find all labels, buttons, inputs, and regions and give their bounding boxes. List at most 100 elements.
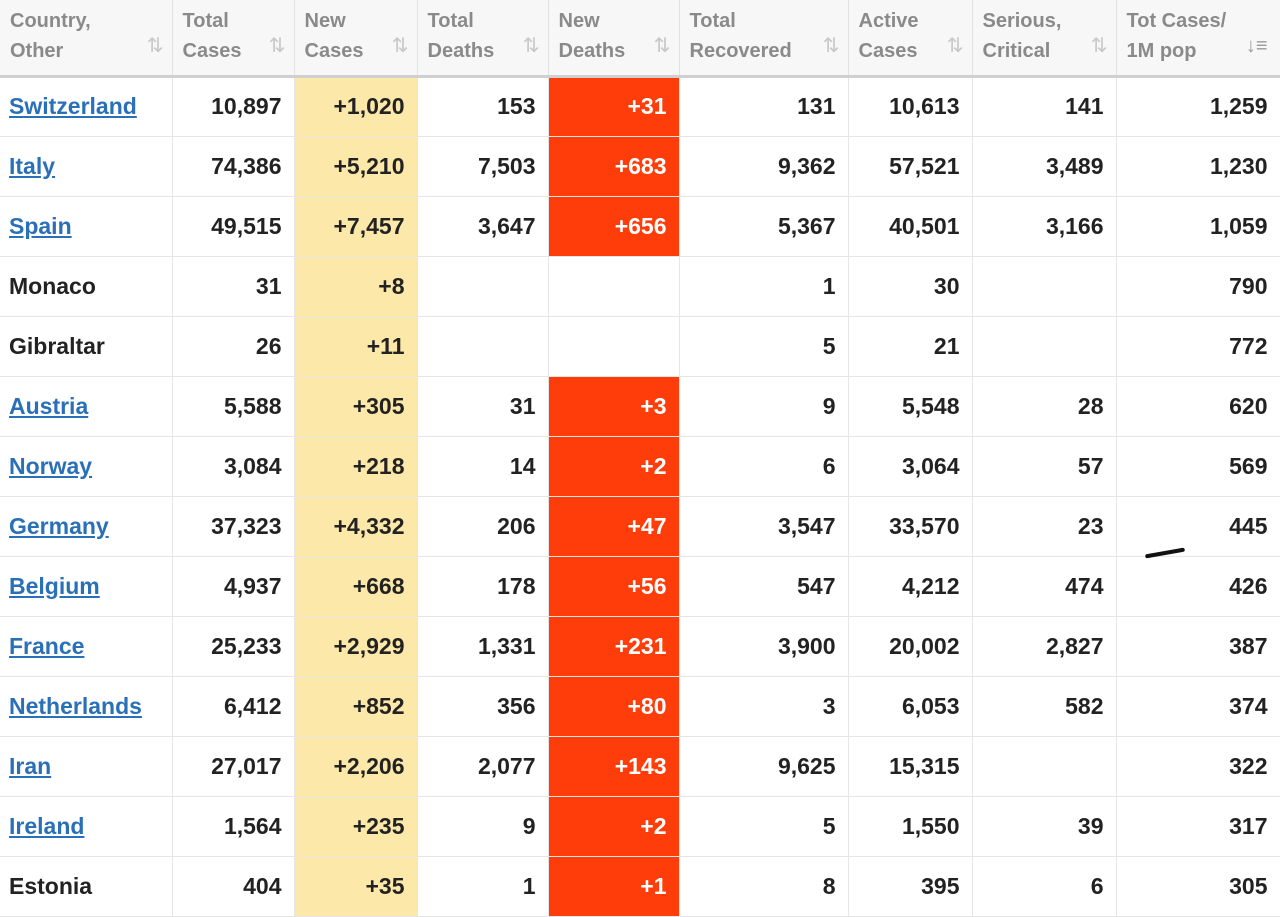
country-link[interactable]: Iran [9, 752, 52, 779]
total-cases-cell: 3,084 [172, 436, 295, 497]
column-header-total-cases[interactable]: Total Cases ⇅ [172, 0, 295, 78]
country-link[interactable]: Ireland [9, 812, 85, 839]
total-deaths-cell: 3,647 [417, 196, 549, 257]
new-cases-cell: +2,929 [294, 616, 418, 677]
serious-critical-cell: 474 [972, 556, 1117, 617]
table-row: Spain 49,515 +7,457 3,647 +656 5,367 40,501 3,1… [0, 196, 1280, 257]
country-link[interactable]: Germany [9, 512, 109, 539]
country-cell: Gibraltar [0, 316, 173, 377]
column-header-new-deaths[interactable]: New Deaths ⇅ [548, 0, 680, 78]
tot-cases-1m-cell: 1,259 [1116, 76, 1280, 137]
country-cell: Iran [0, 736, 173, 797]
sort-icon[interactable]: ⇅ [391, 34, 409, 57]
new-deaths-cell: +143 [548, 736, 680, 797]
column-header-label: Tot Cases/ [1126, 10, 1227, 32]
sort-icon[interactable]: ⇅ [1090, 34, 1108, 57]
country-cell: France [0, 616, 173, 677]
country-link[interactable]: Netherlands [9, 692, 142, 719]
sort-icon[interactable]: ⇅ [522, 34, 540, 57]
total-deaths-cell: 14 [417, 436, 549, 497]
new-deaths-cell: +231 [548, 616, 680, 677]
country-link[interactable]: Italy [9, 152, 56, 179]
column-header-new-cases[interactable]: New Cases ⇅ [294, 0, 418, 78]
table-row: Italy 74,386 +5,210 7,503 +683 9,362 57,521 3,4… [0, 136, 1280, 197]
column-header-total-deaths[interactable]: Total Deaths ⇅ [417, 0, 549, 78]
new-cases-cell: +218 [294, 436, 418, 497]
table-row: Switzerland 10,897 +1,020 153 +31 131 10,613 14… [0, 76, 1280, 137]
table-row: Iran 27,017 +2,206 2,077 +143 9,625 15,315 322 [0, 736, 1280, 797]
new-cases-cell: +11 [294, 316, 418, 377]
header-row: Country, Other ⇅ Total Cases ⇅ New Cases ⇅ Total D… [0, 0, 1280, 78]
total-cases-cell: 31 [172, 256, 295, 317]
tot-cases-1m-cell: 387 [1116, 616, 1280, 677]
table-row: Estonia 404 +35 1 +1 8 395 6 305 [0, 856, 1280, 917]
country-cell: Ireland [0, 796, 173, 857]
new-deaths-cell [548, 256, 680, 317]
tot-cases-1m-cell: 1,230 [1116, 136, 1280, 197]
total-recovered-cell: 9,625 [679, 736, 849, 797]
column-header-label: Cases [304, 40, 364, 62]
active-cases-cell: 30 [848, 256, 973, 317]
country-cell: Germany [0, 496, 173, 557]
column-header-label: Serious, [982, 10, 1062, 32]
column-header-country[interactable]: Country, Other ⇅ [0, 0, 173, 78]
active-cases-cell: 4,212 [848, 556, 973, 617]
column-header-label: Other [10, 40, 64, 62]
total-cases-cell: 37,323 [172, 496, 295, 557]
column-header-serious-critical[interactable]: Serious, Critical ⇅ [972, 0, 1117, 78]
column-header-active-cases[interactable]: Active Cases ⇅ [848, 0, 973, 78]
active-cases-cell: 395 [848, 856, 973, 917]
sort-icon[interactable]: ⇅ [946, 34, 964, 57]
sort-descending-icon[interactable]: ↓≡ [1245, 34, 1268, 57]
sort-icon[interactable]: ⇅ [268, 34, 286, 57]
tot-cases-1m-cell: 620 [1116, 376, 1280, 437]
new-deaths-cell: +683 [548, 136, 680, 197]
new-deaths-cell: +56 [548, 556, 680, 617]
total-recovered-cell: 8 [679, 856, 849, 917]
table-row: Austria 5,588 +305 31 +3 9 5,548 28 620 [0, 376, 1280, 437]
sort-icon[interactable]: ⇅ [822, 34, 840, 57]
serious-critical-cell: 23 [972, 496, 1117, 557]
tot-cases-1m-cell: 772 [1116, 316, 1280, 377]
table-row: Netherlands 6,412 +852 356 +80 3 6,053 582 374 [0, 676, 1280, 737]
country-link[interactable]: Norway [9, 452, 93, 479]
country-cell: Italy [0, 136, 173, 197]
active-cases-cell: 20,002 [848, 616, 973, 677]
table-row: Belgium 4,937 +668 178 +56 547 4,212 474 426 [0, 556, 1280, 617]
country-link[interactable]: Belgium [9, 572, 100, 599]
total-recovered-cell: 5 [679, 796, 849, 857]
country-link[interactable]: Spain [9, 212, 72, 239]
total-deaths-cell: 7,503 [417, 136, 549, 197]
total-cases-cell: 74,386 [172, 136, 295, 197]
new-deaths-cell: +31 [548, 76, 680, 137]
column-header-label: Cases [182, 40, 242, 62]
total-deaths-cell: 9 [417, 796, 549, 857]
country-link[interactable]: France [9, 632, 85, 659]
total-recovered-cell: 131 [679, 76, 849, 137]
new-deaths-cell: +47 [548, 496, 680, 557]
column-header-total-recovered[interactable]: Total Recovered ⇅ [679, 0, 849, 78]
total-cases-cell: 27,017 [172, 736, 295, 797]
column-header-tot-cases-1m[interactable]: Tot Cases/1M pop ↓≡ [1116, 0, 1280, 78]
serious-critical-cell: 57 [972, 436, 1117, 497]
country-link[interactable]: Switzerland [9, 93, 137, 119]
total-cases-cell: 1,564 [172, 796, 295, 857]
country-link[interactable]: Austria [9, 392, 89, 419]
column-header-label: Total [689, 10, 736, 32]
table-row: France 25,233 +2,929 1,331 +231 3,900 20,002 2,… [0, 616, 1280, 677]
country-name: Gibraltar [9, 332, 105, 359]
new-cases-cell: +305 [294, 376, 418, 437]
total-deaths-cell [417, 256, 549, 317]
column-header-label: New [304, 10, 346, 32]
table-row: Monaco 31 +8 1 30 790 [0, 256, 1280, 317]
column-header-label: Total [427, 10, 474, 32]
new-deaths-cell: +2 [548, 796, 680, 857]
sort-icon[interactable]: ⇅ [146, 34, 164, 57]
tot-cases-1m-cell: 426 [1116, 556, 1280, 617]
total-recovered-cell: 3,547 [679, 496, 849, 557]
total-deaths-cell: 1 [417, 856, 549, 917]
total-recovered-cell: 5,367 [679, 196, 849, 257]
sort-icon[interactable]: ⇅ [653, 34, 671, 57]
column-header-label: Recovered [689, 40, 792, 62]
total-recovered-cell: 5 [679, 316, 849, 377]
